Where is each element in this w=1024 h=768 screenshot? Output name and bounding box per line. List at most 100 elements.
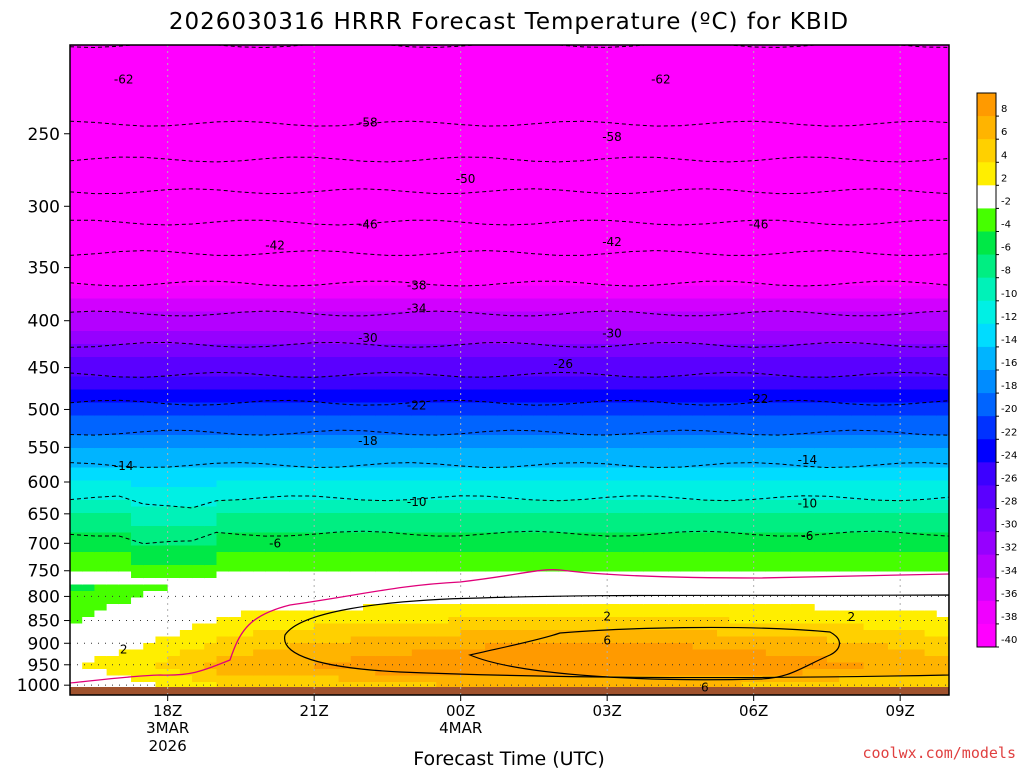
temperature-cell bbox=[485, 552, 498, 560]
temperature-cell bbox=[448, 240, 462, 248]
temperature-cell bbox=[155, 58, 169, 66]
temperature-cell bbox=[338, 532, 352, 540]
temperature-cell bbox=[363, 331, 376, 339]
temperature-cell bbox=[448, 506, 462, 514]
temperature-cell bbox=[131, 435, 144, 443]
temperature-cell bbox=[582, 422, 596, 430]
temperature-cell bbox=[363, 168, 376, 176]
temperature-cell bbox=[289, 90, 303, 98]
temperature-cell bbox=[460, 220, 474, 228]
temperature-cell bbox=[643, 402, 657, 410]
temperature-cell bbox=[216, 519, 230, 527]
temperature-cell bbox=[460, 584, 474, 592]
temperature-cell bbox=[497, 45, 511, 53]
temperature-cell bbox=[277, 136, 291, 144]
temperature-cell bbox=[668, 441, 682, 449]
temperature-cell bbox=[314, 188, 327, 196]
temperature-cell bbox=[204, 422, 218, 430]
temperature-cell bbox=[94, 623, 108, 631]
temperature-cell bbox=[570, 532, 584, 540]
temperature-cell bbox=[216, 110, 230, 118]
temperature-cell bbox=[570, 565, 584, 573]
temperature-cell bbox=[118, 493, 132, 501]
temperature-cell bbox=[179, 292, 193, 300]
temperature-cell bbox=[594, 350, 608, 358]
temperature-cell bbox=[607, 149, 620, 157]
temperature-cell bbox=[643, 142, 657, 150]
temperature-cell bbox=[656, 129, 669, 137]
temperature-cell bbox=[436, 298, 450, 306]
temperature-cell bbox=[582, 181, 596, 189]
temperature-cell bbox=[240, 266, 254, 274]
temperature-cell bbox=[460, 162, 474, 170]
temperature-cell bbox=[643, 370, 657, 378]
temperature-cell bbox=[668, 389, 682, 397]
temperature-cell bbox=[314, 344, 327, 352]
temperature-cell bbox=[546, 539, 559, 547]
temperature-cell bbox=[70, 110, 83, 118]
temperature-cell bbox=[363, 545, 376, 553]
temperature-cell bbox=[82, 344, 96, 352]
temperature-cell bbox=[472, 578, 486, 586]
temperature-cell bbox=[94, 519, 108, 527]
temperature-cell bbox=[338, 552, 352, 560]
temperature-cell bbox=[448, 90, 462, 98]
temperature-cell bbox=[656, 71, 669, 79]
temperature-cell bbox=[546, 324, 559, 332]
temperature-cell bbox=[106, 428, 120, 436]
temperature-cell bbox=[94, 597, 108, 605]
temperature-cell bbox=[314, 591, 327, 599]
temperature-cell bbox=[289, 578, 303, 586]
temperature-cell bbox=[387, 558, 401, 566]
temperature-cell bbox=[594, 461, 608, 469]
temperature-cell bbox=[656, 545, 669, 553]
temperature-cell bbox=[485, 207, 498, 215]
temperature-cell bbox=[460, 539, 474, 547]
temperature-cell bbox=[265, 643, 279, 651]
temperature-cell bbox=[70, 266, 83, 274]
temperature-cell bbox=[558, 532, 572, 540]
temperature-cell bbox=[314, 526, 327, 534]
temperature-cell bbox=[204, 370, 218, 378]
temperature-cell bbox=[192, 396, 205, 404]
temperature-cell bbox=[448, 357, 462, 365]
temperature-cell bbox=[204, 636, 218, 644]
temperature-cell bbox=[155, 636, 169, 644]
temperature-cell bbox=[509, 175, 523, 183]
temperature-cell bbox=[460, 84, 474, 92]
temperature-cell bbox=[582, 435, 596, 443]
temperature-cell bbox=[228, 272, 242, 280]
temperature-cell bbox=[167, 604, 181, 612]
temperature-cell bbox=[643, 500, 657, 508]
temperature-cell bbox=[131, 227, 144, 235]
temperature-cell bbox=[521, 324, 535, 332]
temperature-cell bbox=[131, 363, 144, 371]
temperature-cell bbox=[582, 383, 596, 391]
temperature-cell bbox=[204, 565, 218, 573]
temperature-cell bbox=[82, 116, 96, 124]
temperature-cell bbox=[204, 142, 218, 150]
temperature-cell bbox=[253, 422, 266, 430]
temperature-cell bbox=[570, 97, 584, 105]
temperature-cell bbox=[668, 272, 682, 280]
temperature-cell bbox=[82, 656, 96, 664]
temperature-cell bbox=[363, 461, 376, 469]
temperature-cell bbox=[643, 266, 657, 274]
temperature-cell bbox=[643, 305, 657, 313]
temperature-cell bbox=[167, 636, 181, 644]
temperature-cell bbox=[472, 259, 486, 267]
temperature-cell bbox=[253, 103, 266, 111]
temperature-cell bbox=[521, 526, 535, 534]
temperature-cell bbox=[424, 149, 437, 157]
temperature-cell bbox=[338, 110, 352, 118]
temperature-cell bbox=[668, 71, 682, 79]
temperature-cell bbox=[521, 84, 535, 92]
temperature-cell bbox=[411, 513, 425, 521]
temperature-cell bbox=[375, 266, 389, 274]
temperature-cell bbox=[277, 116, 291, 124]
temperature-cell bbox=[485, 253, 498, 261]
temperature-cell bbox=[436, 305, 450, 313]
temperature-cell bbox=[546, 662, 559, 670]
temperature-cell bbox=[314, 51, 327, 59]
temperature-cell bbox=[436, 175, 450, 183]
